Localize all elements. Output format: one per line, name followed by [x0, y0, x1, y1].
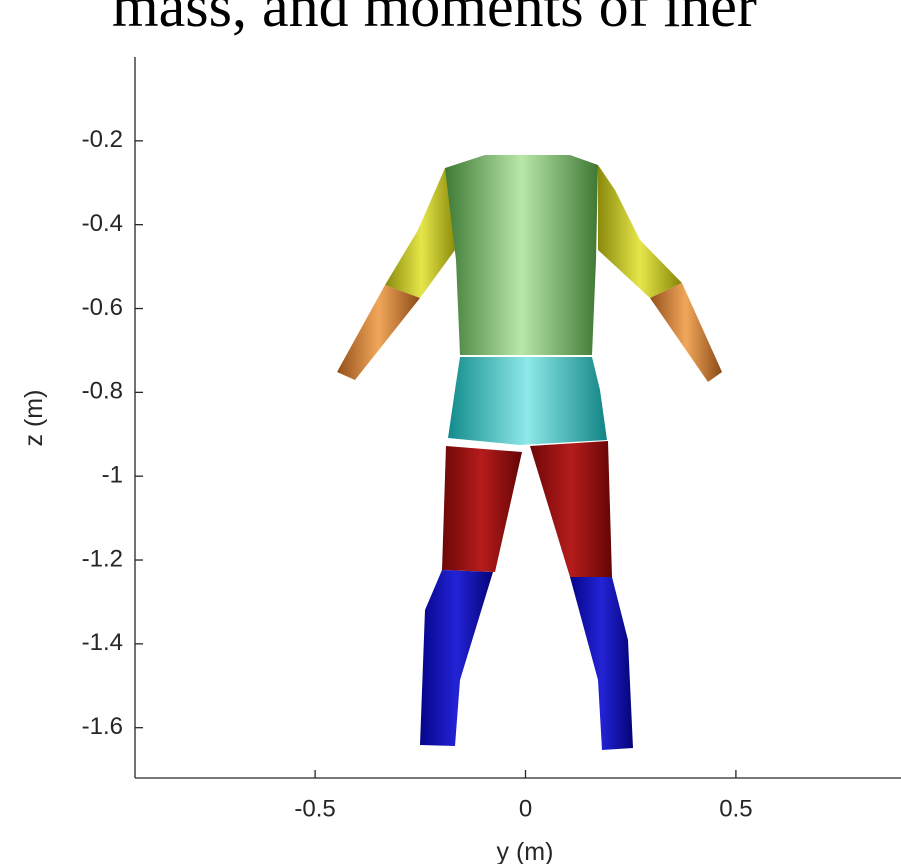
right-forearm [650, 283, 722, 382]
right-shank [570, 577, 633, 750]
y-tick-label: -1 [102, 462, 123, 489]
y-tick-label: -0.8 [82, 378, 123, 405]
y-tick-label: -1.6 [82, 713, 123, 740]
torso [445, 155, 598, 355]
y-tick-label: -0.2 [82, 126, 123, 153]
y-tick-label: -1.4 [82, 629, 123, 656]
left-forearm [337, 285, 420, 380]
page: mass, and moments of iner z (m) y (m) -1… [0, 0, 901, 864]
y-tick-label: -0.6 [82, 294, 123, 321]
x-tick-label: 0.5 [719, 795, 752, 822]
left-shank [420, 570, 493, 746]
left-thigh [442, 446, 522, 572]
chart-title: mass, and moments of iner [112, 0, 757, 39]
right-thigh [530, 441, 612, 577]
left-upper-arm [385, 168, 458, 298]
x-tick-label: -0.5 [294, 795, 335, 822]
pelvis [448, 357, 607, 445]
y-tick-label: -0.4 [82, 210, 123, 237]
chart: mass, and moments of iner z (m) y (m) -1… [0, 0, 901, 864]
x-axis-label: y (m) [497, 838, 554, 864]
y-tick-label: -1.2 [82, 545, 123, 572]
body-model [337, 155, 722, 750]
x-tick-label: 0 [519, 795, 532, 822]
y-axis-label: z (m) [20, 390, 48, 447]
right-upper-arm [598, 165, 682, 298]
